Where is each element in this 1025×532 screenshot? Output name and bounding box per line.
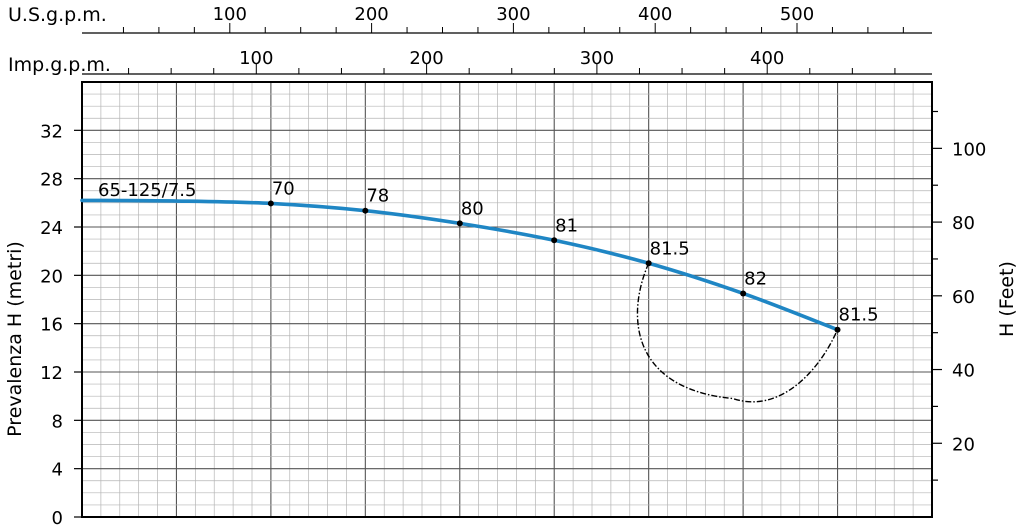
y-left-tick-label: 32 <box>40 121 63 142</box>
top-axis-2-tick-label: 200 <box>409 48 443 69</box>
top-axis-2-title: Imp.g.p.m. <box>8 54 111 76</box>
efficiency-point <box>645 260 652 267</box>
efficiency-point <box>456 220 463 227</box>
y-right-tick-label: 40 <box>952 361 975 382</box>
efficiency-label: 81 <box>555 215 578 236</box>
y-right-tick-label: 60 <box>952 287 975 308</box>
efficiency-point <box>551 237 558 244</box>
curve-name-label: 65-125/7.5 <box>98 180 196 201</box>
y-left-tick-label: 20 <box>40 266 63 287</box>
top-axis-1-title: U.S.g.p.m. <box>8 4 107 26</box>
top-axis-1-tick-label: 500 <box>780 4 814 25</box>
y-left-tick-label: 24 <box>40 218 63 239</box>
efficiency-label: 82 <box>744 268 767 289</box>
efficiency-label: 81.5 <box>650 238 690 259</box>
efficiency-label: 70 <box>272 178 295 199</box>
y-axis-left-title: Prevalenza H (metri) <box>4 241 26 437</box>
y-axis-right-title: H (Feet) <box>996 261 1018 337</box>
efficiency-label: 81.5 <box>839 305 879 326</box>
y-left-tick-label: 16 <box>40 315 63 336</box>
y-left-tick-label: 0 <box>52 508 63 528</box>
top-axis-1-tick-label: 200 <box>354 4 388 25</box>
efficiency-point <box>740 290 747 297</box>
top-axis-2-tick-label: 300 <box>580 48 614 69</box>
y-right-tick-label: 100 <box>952 139 986 160</box>
y-left-tick-label: 28 <box>40 170 63 191</box>
efficiency-points: 70 78 80 81 81.5 82 81.5 <box>267 178 879 333</box>
efficiency-point <box>834 326 841 333</box>
y-left-tick-label: 8 <box>52 411 63 432</box>
y-axes: 0 4 8 12 16 20 24 28 32 20 40 60 80 100 <box>40 110 986 529</box>
efficiency-point <box>362 207 369 214</box>
loop-path <box>636 262 839 403</box>
top-axis-2-tick-label: 100 <box>239 48 273 69</box>
efficiency-label: 80 <box>461 198 484 219</box>
top-axis-1-tick-label: 400 <box>638 4 672 25</box>
top-axis-1-tick-label: 300 <box>496 4 530 25</box>
efficiency-label: 78 <box>366 186 389 207</box>
top-axis-1-tick-label: 100 <box>213 4 247 25</box>
plot-border <box>81 81 933 518</box>
operating-range-loop <box>636 262 839 403</box>
top-axes: 100 200 300 400 500 100 200 300 400 <box>82 4 932 75</box>
top-axis-2-tick-label: 400 <box>750 48 784 69</box>
grid <box>82 82 932 517</box>
efficiency-point <box>267 200 274 207</box>
y-right-tick-label: 20 <box>952 434 975 455</box>
y-right-tick-label: 80 <box>952 213 975 234</box>
y-left-tick-label: 4 <box>52 460 63 481</box>
plot-frame <box>81 81 933 518</box>
y-left-tick-label: 12 <box>40 363 63 384</box>
